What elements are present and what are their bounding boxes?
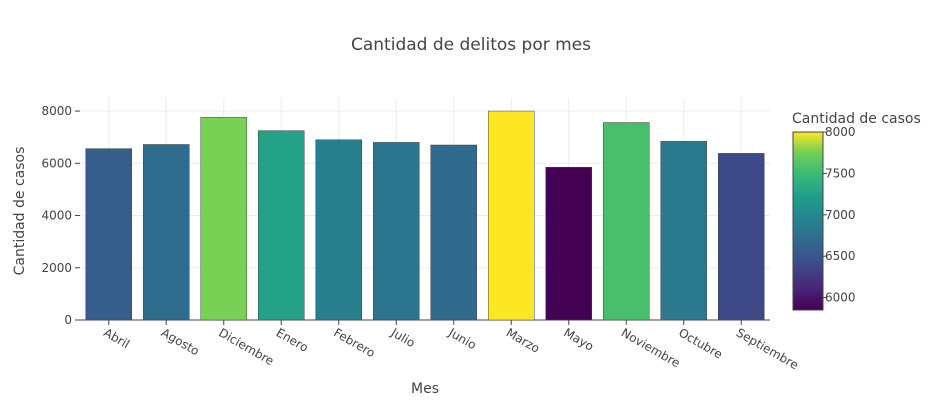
colorbar-tick-label: 7500 (825, 166, 856, 180)
x-tick-label: Abril (101, 325, 132, 351)
y-tick-label: 6000 (41, 156, 72, 170)
y-axis-title: Cantidad de casos (12, 147, 28, 276)
y-tick-label: 0 (64, 313, 72, 327)
y-tick-label: 4000 (41, 209, 72, 223)
chart-title: Cantidad de delitos por mes (351, 35, 591, 55)
bar[interactable] (430, 144, 477, 321)
x-tick-label: Julio (388, 325, 418, 350)
x-tick-label: Enero (274, 325, 311, 354)
bar[interactable] (545, 166, 592, 321)
y-axis: 0 2000 4000 6000 8000 (41, 104, 80, 327)
bar[interactable] (85, 148, 132, 321)
x-tick-label: Octubre (676, 325, 725, 361)
x-tick-label: Noviembre (619, 325, 683, 370)
y-tick-label: 8000 (41, 104, 72, 118)
bar[interactable] (718, 153, 765, 321)
x-axis-title: Mes (411, 381, 439, 397)
bar[interactable] (488, 110, 535, 321)
colorbar-tick-label: 6000 (825, 291, 856, 305)
bar[interactable] (373, 142, 420, 321)
x-tick-label: Marzo (504, 325, 542, 355)
x-tick-label: Septiembre (734, 325, 801, 372)
colorbar-gradient (792, 131, 824, 311)
x-tick-label: Agosto (159, 325, 202, 358)
bar[interactable] (200, 117, 247, 321)
x-tick-label: Junio (445, 325, 478, 352)
grid-lines (80, 98, 770, 321)
bar[interactable] (258, 130, 305, 321)
colorbar-ticks: 6000 6500 7000 7500 8000 (823, 125, 856, 305)
colorbar-tick-label: 7000 (825, 208, 856, 222)
colorbar-tick-label: 6500 (825, 249, 856, 263)
colorbar-tick-label: 8000 (825, 125, 856, 139)
x-tick-label: Diciembre (216, 325, 276, 368)
bar[interactable] (315, 139, 362, 321)
x-tick-label: Febrero (331, 325, 377, 360)
x-tick-label: Mayo (561, 325, 596, 353)
y-tick-label: 2000 (41, 261, 72, 275)
colorbar-title: Cantidad de casos (792, 111, 921, 127)
bar[interactable] (660, 141, 707, 321)
bar[interactable] (603, 122, 650, 321)
bars (85, 110, 765, 321)
bar[interactable] (143, 144, 190, 321)
colorbar: Cantidad de casos 6000 6500 7000 7500 8000 (792, 111, 921, 311)
